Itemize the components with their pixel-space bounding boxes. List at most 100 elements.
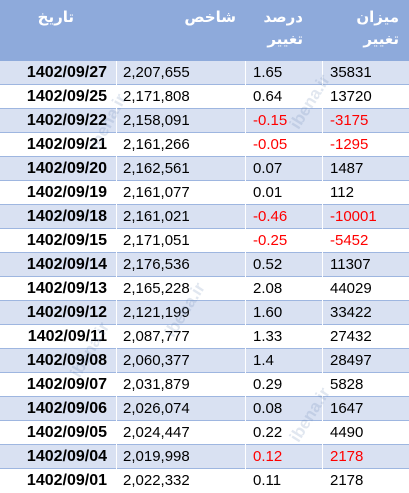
index-cell: 2,060,377 (123, 352, 190, 369)
table-row: 1402/09/19 2,161,077 0.01 112 (0, 181, 409, 205)
percent-cell: -0.25 (253, 232, 288, 249)
row-divider (0, 468, 409, 469)
row-divider (0, 156, 409, 157)
percent-cell: -0.46 (253, 208, 288, 225)
date-cell: 1402/09/21 (26, 136, 107, 153)
percent-cell: 2.08 (253, 280, 283, 297)
table-row: 1402/09/27 2,207,655 1.65 35831 (0, 61, 409, 85)
column-header-change: میزان تغییر (322, 0, 399, 61)
index-cell: 2,024,447 (123, 424, 190, 441)
table-row: 1402/09/04 2,019,998 0.12 2178 (0, 445, 409, 469)
table-row: 1402/09/07 2,031,879 0.29 5828 (0, 373, 409, 397)
date-cell: 1402/09/08 (26, 352, 107, 369)
column-divider (245, 61, 246, 482)
index-cell: 2,171,808 (123, 88, 190, 105)
percent-cell: 0.64 (253, 88, 283, 105)
date-cell: 1402/09/15 (26, 232, 107, 249)
row-divider (0, 84, 409, 85)
column-header-index-label: شاخص (184, 8, 236, 26)
change-cell: 33422 (330, 304, 372, 321)
percent-cell: 0.01 (253, 184, 283, 201)
index-cell: 2,121,199 (123, 304, 190, 321)
percent-cell: 0.08 (253, 400, 283, 417)
date-cell: 1402/09/25 (26, 88, 107, 105)
change-cell: 2178 (330, 448, 364, 465)
row-divider (0, 108, 409, 109)
percent-cell: 0.29 (253, 376, 283, 393)
index-cell: 2,019,998 (123, 448, 190, 465)
date-cell: 1402/09/07 (26, 376, 107, 393)
date-cell: 1402/09/06 (26, 400, 107, 417)
column-header-date-label: تاریخ (37, 8, 74, 26)
change-cell: 44029 (330, 280, 372, 297)
index-cell: 2,161,021 (123, 208, 190, 225)
index-cell: 2,165,228 (123, 280, 190, 297)
date-cell: 1402/09/27 (26, 64, 107, 81)
table-row: 1402/09/13 2,165,228 2.08 44029 (0, 277, 409, 301)
change-cell: 1647 (330, 400, 364, 417)
column-header-percent-line2: تغییر (267, 30, 303, 48)
percent-cell: 0.22 (253, 424, 283, 441)
change-cell: 1487 (330, 160, 364, 177)
table-row: 1402/09/25 2,171,808 0.64 13720 (0, 85, 409, 109)
table-row: 1402/09/21 2,161,266 -0.05 -1295 (0, 133, 409, 157)
row-divider (0, 252, 409, 253)
date-cell: 1402/09/01 (26, 472, 107, 489)
column-header-index: شاخص (120, 0, 236, 61)
change-cell: 28497 (330, 352, 372, 369)
change-cell: -1295 (330, 136, 369, 153)
index-cell: 2,162,561 (123, 160, 190, 177)
table-body: 1402/09/27 2,207,655 1.65 35831 1402/09/25 2,… (0, 61, 409, 493)
change-cell: 11307 (330, 256, 371, 273)
row-divider (0, 300, 409, 301)
table-row: 1402/09/18 2,161,021 -0.46 -10001 (0, 205, 409, 229)
change-cell: 5828 (330, 376, 364, 393)
date-cell: 1402/09/19 (26, 184, 107, 201)
percent-cell: 1.4 (253, 352, 274, 369)
percent-cell: 1.33 (253, 328, 283, 345)
table-row: 1402/09/08 2,060,377 1.4 28497 (0, 349, 409, 373)
index-cell: 2,207,655 (123, 64, 190, 81)
index-cell: 2,158,091 (123, 112, 190, 129)
table-row: 1402/09/22 2,158,091 -0.15 -3175 (0, 109, 409, 133)
change-cell: -3175 (330, 112, 369, 129)
date-cell: 1402/09/20 (26, 160, 107, 177)
percent-cell: -0.15 (253, 112, 288, 129)
table-row: 1402/09/05 2,024,447 0.22 4490 (0, 421, 409, 445)
date-cell: 1402/09/12 (26, 304, 107, 321)
percent-cell: 0.07 (253, 160, 283, 177)
index-cell: 2,087,777 (123, 328, 190, 345)
change-cell: -5452 (330, 232, 369, 249)
change-cell: 35831 (330, 64, 372, 81)
row-divider (0, 132, 409, 133)
table-row: 1402/09/12 2,121,199 1.60 33422 (0, 301, 409, 325)
row-divider (0, 276, 409, 277)
table-header: تاریخ شاخص درصد تغییر میزان تغییر (0, 0, 409, 61)
date-cell: 1402/09/04 (26, 448, 107, 465)
date-cell: 1402/09/05 (26, 424, 107, 441)
row-divider (0, 324, 409, 325)
index-cell: 2,176,536 (123, 256, 190, 273)
percent-cell: 0.52 (253, 256, 283, 273)
table-row: 1402/09/01 2,022,332 0.11 2178 (0, 469, 409, 493)
percent-cell: -0.05 (253, 136, 288, 153)
index-cell: 2,161,077 (123, 184, 190, 201)
row-divider (0, 420, 409, 421)
row-divider (0, 444, 409, 445)
change-cell: -10001 (330, 208, 377, 225)
row-divider (0, 180, 409, 181)
percent-cell: 1.60 (253, 304, 283, 321)
column-header-change-label: میزان تغییر (356, 8, 399, 48)
change-cell: 2178 (330, 472, 364, 489)
row-divider (0, 204, 409, 205)
percent-cell: 0.12 (253, 448, 283, 465)
date-cell: 1402/09/22 (26, 112, 107, 129)
table-row: 1402/09/14 2,176,536 0.52 11307 (0, 253, 409, 277)
column-header-percent: درصد تغییر (245, 0, 304, 61)
index-cell: 2,022,332 (123, 472, 190, 489)
column-header-date: تاریخ (0, 0, 74, 61)
change-cell: 4490 (330, 424, 364, 441)
column-divider (116, 61, 117, 482)
percent-cell: 0.11 (253, 472, 282, 489)
